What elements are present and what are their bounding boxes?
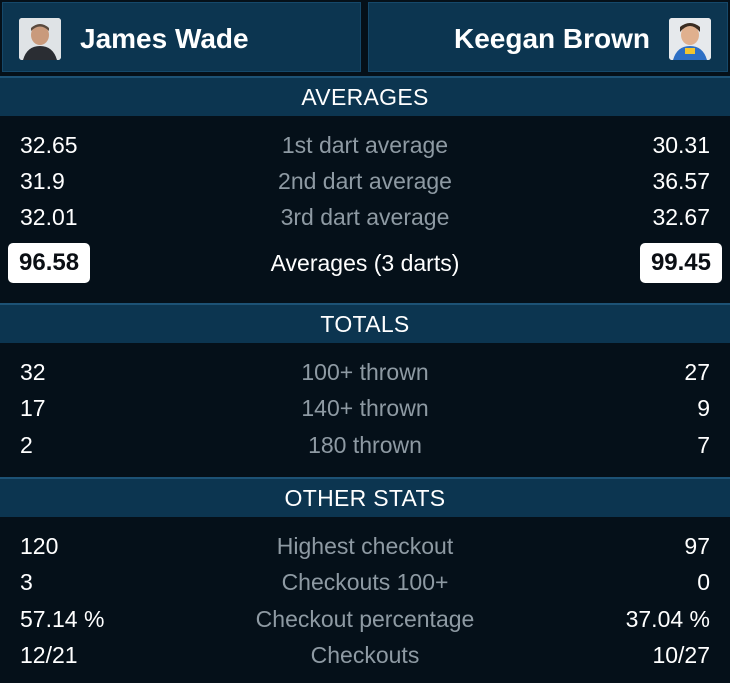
stat-row-180: 2 180 thrown 7: [0, 427, 730, 463]
player-name-right: Keegan Brown: [453, 23, 650, 54]
stat-value-right: 0: [697, 569, 710, 595]
stat-label: Highest checkout: [276, 533, 454, 559]
stat-label: Checkouts: [310, 642, 420, 668]
stat-value-right: 97: [684, 533, 710, 559]
stat-row-3rd-dart-average: 32.01 3rd dart average 32.67: [0, 199, 730, 235]
average-badge-right: 99.45: [639, 243, 722, 283]
stat-row-checkouts: 12/21 Checkouts 10/27: [0, 637, 730, 673]
stat-value-right: 10/27: [652, 642, 710, 668]
match-header: James Wade Keegan Brown: [0, 0, 730, 74]
stat-label: Averages (3 darts): [270, 250, 460, 276]
player-card-right[interactable]: Keegan Brown: [368, 2, 728, 72]
stat-value-left: 31.9: [20, 168, 65, 194]
stat-value-right: 27: [684, 359, 710, 385]
stat-value-left: 32: [20, 359, 46, 385]
stat-value-right: 32.67: [652, 204, 710, 230]
section-header-averages: AVERAGES: [0, 76, 730, 116]
stat-row-140-plus: 17 140+ thrown 9: [0, 390, 730, 426]
stat-label: Checkouts 100+: [281, 569, 449, 595]
player-avatar-left: [19, 18, 61, 60]
stat-row-1st-dart-average: 32.65 1st dart average 30.31: [0, 127, 730, 163]
stat-value-right: 37.04 %: [625, 606, 710, 632]
stat-row-3-dart-average: 96.58 Averages (3 darts) 99.45: [0, 241, 730, 285]
stat-label: Checkout percentage: [255, 606, 475, 632]
stat-row-2nd-dart-average: 31.9 2nd dart average 36.57: [0, 163, 730, 199]
stat-value-right: 30.31: [652, 132, 710, 158]
stat-row-checkout-percentage: 57.14 % Checkout percentage 37.04 %: [0, 601, 730, 637]
stat-value-left: 32.01: [20, 204, 78, 230]
stat-value-right: 36.57: [652, 168, 710, 194]
stat-value-left: 120: [20, 533, 59, 559]
stat-label: 2nd dart average: [278, 168, 452, 194]
stat-value-left: 17: [20, 395, 46, 421]
stat-row-highest-checkout: 120 Highest checkout 97: [0, 528, 730, 564]
section-header-other-stats: OTHER STATS: [0, 477, 730, 517]
stat-value-left: 32.65: [20, 132, 78, 158]
stat-label: 3rd dart average: [280, 204, 450, 230]
stat-value-left: 2: [20, 432, 33, 458]
stat-value-right: 9: [697, 395, 710, 421]
stat-value-left: 3: [20, 569, 33, 595]
stat-label: 1st dart average: [281, 132, 449, 158]
stat-label: 100+ thrown: [301, 359, 429, 385]
player-card-left[interactable]: James Wade: [2, 2, 361, 72]
stat-value-right: 7: [697, 432, 710, 458]
player-name-left: James Wade: [80, 23, 249, 54]
stat-value-left: 57.14 %: [20, 606, 105, 632]
section-header-totals: TOTALS: [0, 303, 730, 343]
stat-value-left: 12/21: [20, 642, 78, 668]
stat-row-checkouts-100-plus: 3 Checkouts 100+ 0: [0, 564, 730, 600]
average-badge-left: 96.58: [8, 243, 91, 283]
player-avatar-right: [669, 18, 711, 60]
stat-label: 180 thrown: [308, 432, 422, 458]
stat-row-100-plus: 32 100+ thrown 27: [0, 354, 730, 390]
stat-label: 140+ thrown: [301, 395, 429, 421]
